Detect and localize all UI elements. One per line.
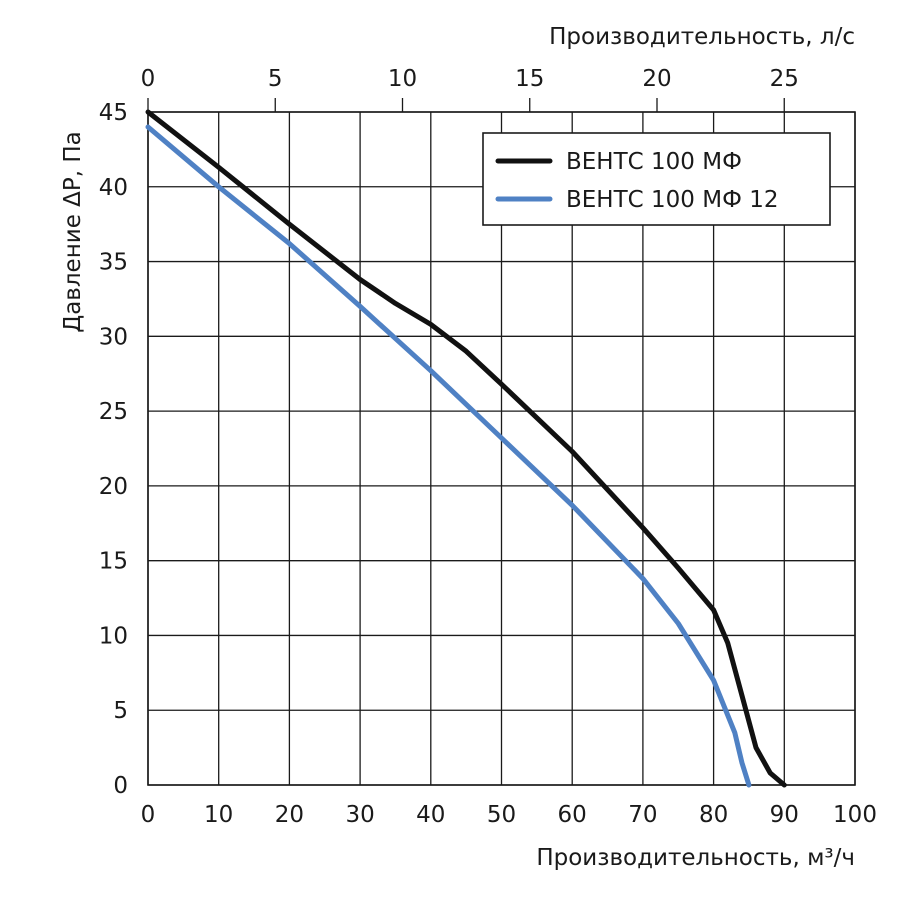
x-tick-label: 50 <box>487 802 516 828</box>
x2-tick-label: 10 <box>388 66 417 92</box>
x2-tick-label: 20 <box>642 66 671 92</box>
x-tick-label: 80 <box>699 802 728 828</box>
x-tick-label: 40 <box>416 802 445 828</box>
tick-labels: 0 10 20 30 40 50 60 70 80 90 100051015202530354045… <box>99 66 877 828</box>
x-tick-label: 30 <box>345 802 374 828</box>
x2-tick-label: 25 <box>770 66 799 92</box>
x2-tick-label: 15 <box>515 66 544 92</box>
series-group <box>145 109 787 788</box>
series-line-0 <box>145 109 787 788</box>
y-axis-label: Давление ΔP, Па <box>60 131 86 333</box>
x2-tick-label: 5 <box>268 66 283 92</box>
legend: ВЕНТС 100 МФ ВЕНТС 100 МФ 12 <box>482 132 831 226</box>
y-tick-label: 25 <box>99 399 128 425</box>
legend-label-vents-100-mf: ВЕНТС 100 МФ <box>566 149 742 175</box>
series-line-1 <box>145 124 752 788</box>
y-tick-label: 30 <box>99 324 128 350</box>
x-tick-label: 0 <box>141 802 156 828</box>
legend-label-vents-100-mf-12: ВЕНТС 100 МФ 12 <box>566 187 778 213</box>
y-tick-label: 20 <box>99 474 128 500</box>
x-tick-label: 20 <box>275 802 304 828</box>
y-tick-label: 40 <box>99 175 128 201</box>
x-tick-label: 10 <box>204 802 233 828</box>
y-tick-label: 10 <box>99 623 128 649</box>
x-tick-label: 90 <box>770 802 799 828</box>
x-tick-label: 70 <box>628 802 657 828</box>
y-tick-label: 35 <box>99 250 128 276</box>
y-tick-label: 15 <box>99 549 128 575</box>
plot-frame <box>147 111 856 786</box>
y-tick-label: 45 <box>99 100 128 126</box>
x2-tick-label: 0 <box>141 66 156 92</box>
x-axis-label: Производительность, м³/ч <box>536 845 855 871</box>
x-tick-label: 60 <box>558 802 587 828</box>
y-tick-label: 5 <box>113 698 128 724</box>
x-tick-label: 100 <box>833 802 877 828</box>
y-tick-label: 0 <box>113 773 128 799</box>
x2-axis-label: Производительность, л/с <box>549 24 855 50</box>
legend-box <box>482 132 831 226</box>
